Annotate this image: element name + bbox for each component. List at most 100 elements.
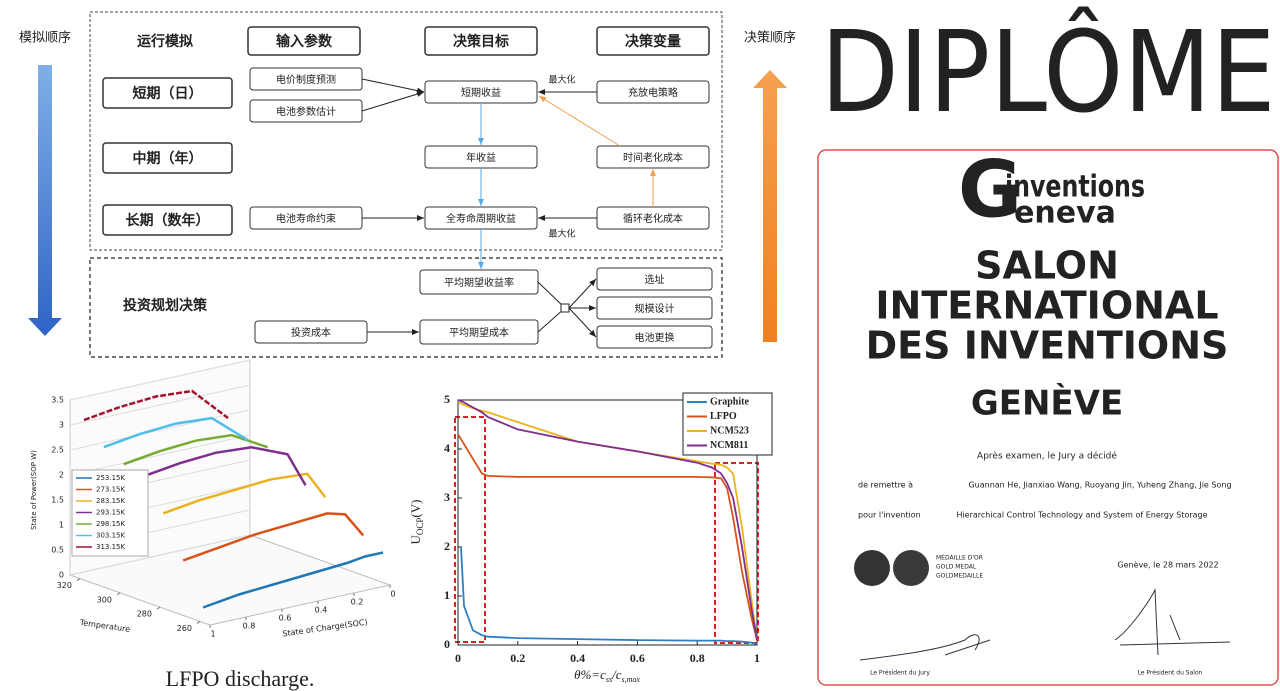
signature [859, 634, 991, 661]
caption: LFPO discharge. [166, 666, 315, 691]
text: Après examen, le Jury a décidé [977, 451, 1117, 462]
annotation: 最大化 [548, 228, 575, 240]
box-label: 电池参数估计 [276, 105, 336, 118]
medal [854, 550, 890, 586]
box-label: 平均期望收益率 [444, 276, 514, 289]
frame [817, 149, 1279, 686]
arrow [753, 70, 787, 342]
box-label: 电池更换 [635, 331, 675, 344]
series-line [83, 389, 229, 422]
diagram-box [596, 267, 713, 291]
diagram-box [596, 145, 710, 169]
axis-label-part: OCP [415, 518, 425, 536]
series-line [162, 472, 327, 515]
grid-line [69, 409, 251, 451]
axis-label-part: (V) [408, 500, 423, 518]
series-line [457, 433, 758, 641]
z-tick-label: 2 [59, 471, 64, 480]
z-tick-label: 3.5 [51, 396, 64, 405]
diagram-box [596, 325, 713, 349]
text: Guannan He, Jianxiao Wang, Ruoyang Jin, … [968, 481, 1231, 490]
box-label: 年收益 [466, 151, 496, 164]
axis-label: State of Charge(SOC) [282, 618, 368, 639]
grid-line [69, 434, 251, 476]
diagram-box [102, 142, 233, 174]
t-tick-label: 280 [137, 610, 152, 619]
box-label: 循环老化成本 [623, 212, 683, 225]
x-tick-label: 1 [210, 630, 215, 639]
series-line [123, 433, 269, 466]
arrow [28, 65, 62, 336]
highlight [714, 462, 759, 644]
box-label: 电池寿命约束 [276, 212, 336, 225]
x-tick-label: 0.2 [351, 598, 364, 607]
x-tick-label: 0 [455, 651, 461, 665]
box-label: 规模设计 [635, 302, 675, 315]
city: GENÈVE [971, 383, 1123, 424]
text: Hierarchical Control Technology and Syst… [956, 511, 1207, 520]
legend-label: LFPO [710, 411, 737, 422]
diagram-box [102, 77, 233, 109]
box-label: 充放电策略 [628, 86, 678, 99]
medal-label: MÉDAILLE D'OR [936, 554, 983, 562]
legend-label: 303.15K [96, 532, 125, 540]
axis-label-part: ss [606, 675, 612, 684]
t-tick-label: 260 [177, 624, 192, 633]
medal-label: GOLDMEDAILLE [936, 573, 983, 580]
box-label: 输入参数 [276, 33, 333, 50]
box-label: 长期（数年） [126, 212, 210, 229]
annotation: 最大化 [548, 74, 575, 86]
diagram-box [596, 26, 710, 56]
series-line [457, 399, 758, 641]
y-tick-label: 1 [444, 588, 450, 602]
header: 运行模拟 [137, 33, 193, 50]
connector [538, 95, 621, 147]
connector [361, 91, 425, 112]
z-tick-label: 0 [59, 571, 64, 580]
grid-line [69, 359, 251, 401]
legend-label: 298.15K [96, 520, 125, 528]
box-label: 投资成本 [291, 326, 331, 339]
legend-label: Graphite [710, 396, 749, 407]
axis-label: Temperature [78, 618, 131, 634]
t-tick-label: 320 [57, 581, 72, 590]
box-label: 全寿命周期收益 [446, 212, 516, 225]
x-tick-label: 0.2 [510, 651, 525, 665]
medal-label: GOLD MEDAL [936, 564, 977, 571]
series-line [143, 446, 307, 486]
legend-label: 283.15K [96, 497, 125, 505]
date: Genève, le 28 mars 2022 [1117, 560, 1218, 570]
header: 投资规划决策 [123, 297, 208, 314]
x-tick-label: 0.6 [279, 614, 292, 623]
grid-line [69, 384, 251, 426]
legend-label: 313.15K [96, 543, 125, 551]
z-tick-label: 2.5 [51, 446, 64, 455]
y-tick-label: 0 [444, 637, 450, 651]
box-label: 电价制度预测 [276, 73, 336, 86]
signature-caption: Le Président du Jury [870, 670, 930, 677]
x-tick-label: 0.4 [315, 606, 328, 615]
connector [361, 78, 425, 94]
order-label: 模拟顺序 [19, 31, 71, 46]
series-line [182, 512, 365, 562]
salon-line: DES INVENTIONS [866, 324, 1229, 368]
x-tick-label: 0 [390, 590, 395, 599]
diagram-box [596, 296, 713, 320]
box-label: 短期收益 [461, 86, 501, 99]
y-tick-label: 5 [444, 392, 450, 406]
box-label: 时间老化成本 [623, 151, 683, 164]
y-tick-label: 4 [444, 441, 450, 455]
legend-label: 293.15K [96, 509, 125, 517]
x-tick-label: 0.4 [570, 651, 585, 665]
box-label: 选址 [645, 273, 665, 286]
z-tick-label: 1.5 [51, 496, 64, 505]
axis-label-part: θ%=c [574, 667, 606, 682]
logo: eneva [1014, 196, 1116, 231]
z-tick-label: 0.5 [51, 546, 64, 555]
text: de remettre à [858, 481, 913, 490]
logo: inventions [1005, 170, 1145, 205]
z-tick-label: 3 [59, 421, 64, 430]
axis-label-part: s,max [621, 675, 640, 684]
box-label: 中期（年） [133, 150, 203, 167]
